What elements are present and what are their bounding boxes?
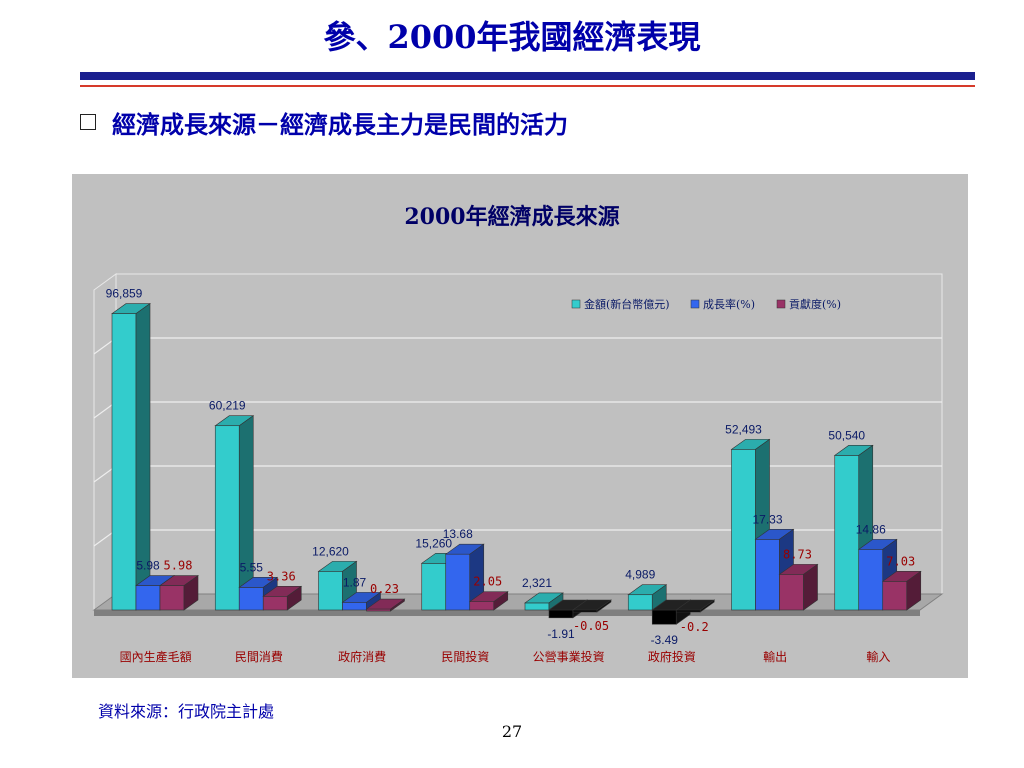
bar-amount-front	[627, 594, 653, 611]
bar-contribution-front	[882, 581, 908, 611]
bar-contribution-side	[803, 563, 818, 611]
square-bullet-icon	[80, 114, 96, 130]
bar-contribution: -0.2	[675, 599, 716, 634]
bar-growth-front	[238, 587, 264, 611]
bar-growth-front	[548, 609, 574, 619]
legend-label: 金額(新台幣億元)	[584, 297, 670, 311]
bar-growth: 1.87	[341, 575, 382, 611]
category-label: 民間投資	[441, 649, 489, 664]
bar-contribution-label: 8.73	[783, 547, 812, 561]
bar-amount-label: 52,493	[725, 422, 762, 436]
category-label: 輸出	[763, 649, 787, 664]
bar-amount-front	[524, 602, 550, 611]
bar-growth-front	[858, 549, 884, 611]
category-axis: 國內生產毛額 民間消費 政府消費 民間投資 公營事業投資 政府投資 輸出 輸入	[120, 649, 891, 664]
category-label: 政府消費	[338, 649, 386, 664]
bar-growth-label: 13.68	[443, 527, 473, 541]
legend-swatch	[571, 299, 581, 309]
bar-amount-front	[731, 449, 756, 611]
bar-amount-front	[214, 425, 240, 611]
plot-floor-edge	[94, 610, 920, 616]
bar-contribution-label: 7.03	[886, 554, 915, 568]
subtitle: 經濟成長來源－經濟成長主力是民間的活力	[112, 109, 568, 139]
bar-contribution-front	[469, 601, 495, 611]
bar-contribution-side	[493, 591, 509, 611]
bar-amount: 52,493	[725, 422, 771, 611]
bar-contribution-front	[366, 608, 391, 612]
bar-contribution-side	[906, 570, 922, 611]
bar-contribution-label: 2.05	[473, 575, 502, 589]
category-label: 民間消費	[235, 649, 283, 664]
page-number: 27	[501, 722, 523, 741]
bar-growth-label: 1.87	[343, 575, 367, 589]
bar-growth-front	[445, 553, 471, 611]
category-label: 公營事業投資	[533, 649, 605, 664]
legend-swatch	[776, 299, 786, 309]
bar-contribution: 7.03	[881, 554, 922, 611]
bar-contribution-side	[286, 585, 302, 611]
title-rule-navy	[80, 72, 975, 80]
subtitle-row: 經濟成長來源－經濟成長主力是民間的活力	[80, 104, 568, 140]
bar-contribution: 2.05	[468, 575, 509, 611]
legend: 金額(新台幣億元) 成長率(%) 貢獻度(%)	[571, 297, 841, 311]
bar-growth-label: 14.86	[856, 522, 886, 536]
category-label: 輸入	[866, 649, 890, 664]
bar-contribution-side	[699, 599, 715, 613]
bar-amount-label: 50,540	[828, 428, 865, 442]
bar-amount-label: 2,321	[522, 576, 552, 590]
bar-growth-front	[651, 609, 677, 625]
bar-amount-label: 15,260	[415, 536, 452, 550]
bar-contribution-label: -0.05	[573, 619, 609, 633]
bar-growth-label: -1.91	[547, 627, 575, 641]
bar-contribution: -0.05	[572, 599, 612, 633]
bar-contribution-label: 0.23	[370, 582, 399, 596]
legend-swatch	[690, 299, 700, 309]
bar-growth: -1.91	[547, 599, 588, 641]
bar-amount-front	[111, 313, 137, 611]
bar-growth-front	[342, 602, 367, 611]
source-note: 資料來源：行政院主計處	[98, 702, 275, 721]
bar-contribution-label: -0.2	[680, 620, 709, 634]
chart-title: 2000年經濟成長來源	[404, 204, 619, 230]
bar-group: 96,859 5.98 5.98 60,219 5.553.36 12,620 1.87 0.…	[106, 287, 922, 647]
bar-contribution-label: 5.98	[164, 559, 193, 573]
bar-contribution: 5.98	[159, 559, 199, 611]
bar-contribution: 3.36	[262, 569, 303, 611]
bar-growth-label: 17.33	[752, 512, 782, 526]
chart-panel: 2000年經濟成長來源 96,859 5.98 5.98 60,219 5.55 3.36…	[72, 174, 968, 678]
bar-growth-label: -3.49	[651, 633, 679, 647]
bar-contribution-front	[159, 585, 185, 611]
legend-label: 成長率(%)	[703, 297, 755, 311]
bar-growth-front	[755, 538, 780, 611]
bar-contribution: 0.23	[365, 582, 406, 612]
category-label: 政府投資	[648, 649, 696, 664]
title-rule-red	[80, 85, 975, 87]
bar-contribution-front	[779, 574, 804, 611]
bar-amount: 96,859	[106, 287, 151, 611]
bar-amount-label: 4,989	[625, 568, 655, 582]
plot-area	[92, 273, 944, 616]
bar-amount: 4,989	[625, 568, 668, 611]
bar-contribution-side	[183, 575, 199, 611]
bar-amount-front	[421, 563, 447, 611]
bar-contribution-side	[390, 598, 405, 612]
bar-growth-label: 5.98	[136, 559, 160, 573]
bar-growth-label: 5.55	[240, 560, 264, 574]
page-title: 參、2000年我國經濟表現	[323, 18, 701, 56]
bar-chart: 2000年經濟成長來源 96,859 5.98 5.98 60,219 5.553.36…	[92, 204, 944, 664]
legend-label: 貢獻度(%)	[789, 297, 841, 311]
bar-amount-label: 96,859	[106, 287, 143, 301]
bar-amount-label: 12,620	[312, 544, 349, 558]
bar-contribution-front	[262, 595, 288, 611]
bar-contribution: 8.73	[778, 547, 819, 611]
bar-amount: 60,219	[209, 399, 255, 611]
plot-back-wall	[115, 273, 943, 595]
bar-amount-label: 60,219	[209, 399, 246, 413]
category-label: 國內生產毛額	[120, 649, 192, 664]
bar-growth-front	[135, 585, 161, 611]
bar-amount-front	[318, 571, 343, 611]
bar-contribution-side	[596, 599, 612, 613]
bar-contribution-label: 3.36	[267, 569, 296, 583]
